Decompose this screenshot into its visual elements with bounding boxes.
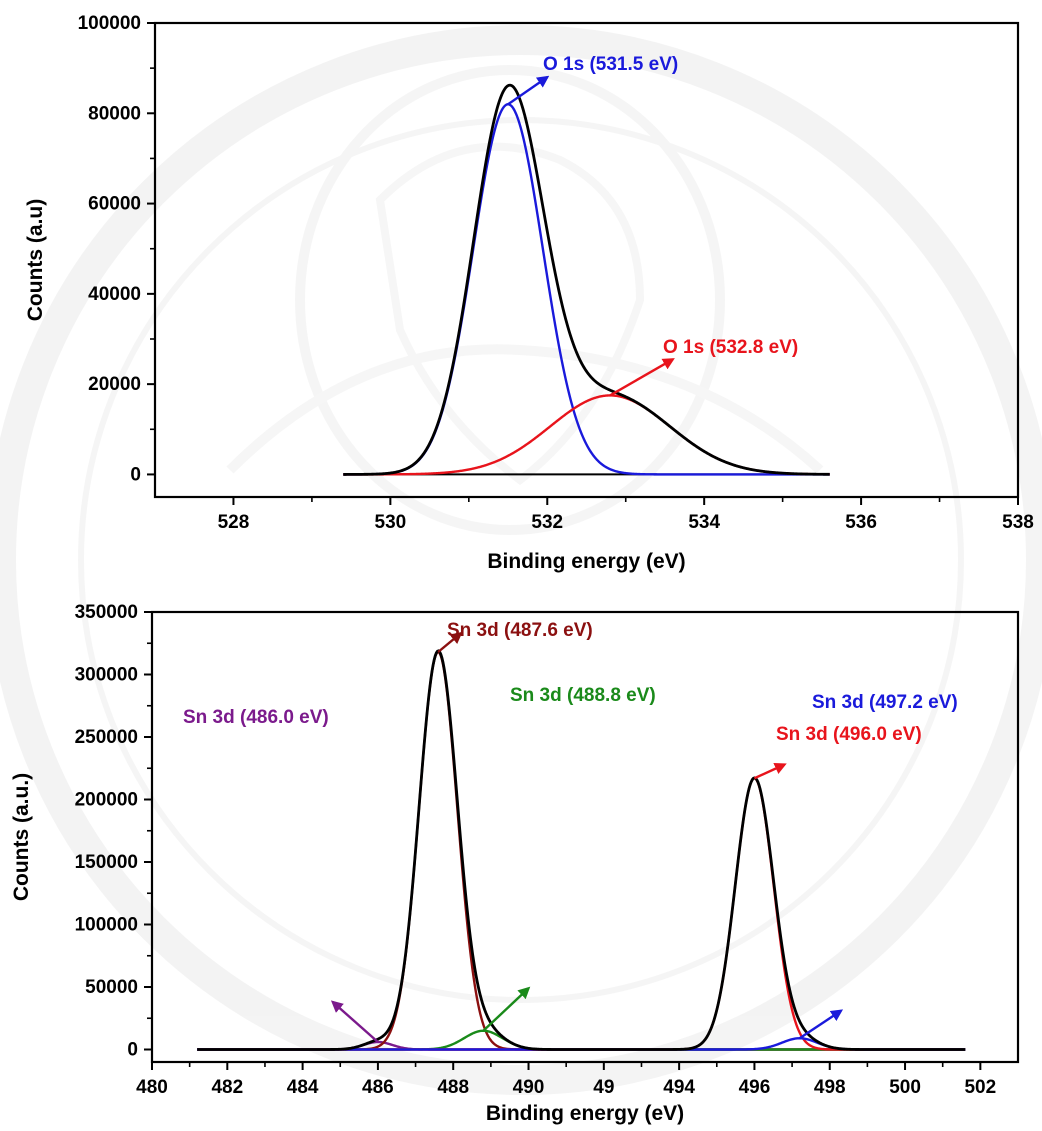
annotation-arrow xyxy=(437,631,463,653)
x-tick-label: 500 xyxy=(889,1077,921,1098)
x-tick-label: 530 xyxy=(375,512,407,533)
y-tick-label: 250000 xyxy=(75,727,138,748)
annotation-arrow xyxy=(753,763,787,780)
y-axis-title: Counts (a.u.) xyxy=(10,773,33,901)
x-tick-label: 49 xyxy=(593,1077,614,1098)
annotation-arrow xyxy=(482,986,531,1032)
peak-annotation: O 1s (532.8 eV) xyxy=(663,337,798,358)
peak-annotation: O 1s (531.5 eV) xyxy=(543,54,678,75)
y-tick-label: 0 xyxy=(127,1040,138,1061)
x-tick-label: 538 xyxy=(1002,512,1034,533)
x-tick-label: 528 xyxy=(218,512,250,533)
x-axis-title: Binding energy (eV) xyxy=(486,1102,684,1125)
envelope-curve xyxy=(197,649,966,1051)
peak-annotation: Sn 3d (496.0 eV) xyxy=(776,724,922,745)
x-tick-label: 482 xyxy=(211,1077,243,1098)
x-tick-label: 490 xyxy=(513,1077,545,1098)
annotation-arrow xyxy=(507,75,550,106)
o1s-panel: 0 20000 40000 60000 80000 100000 528 530 532 534 5… xyxy=(24,13,1034,573)
envelope-curve xyxy=(343,83,830,476)
x-axis-title: Binding energy (eV) xyxy=(487,550,685,573)
x-tick-label: 502 xyxy=(964,1077,996,1098)
y-tick-label: 20000 xyxy=(88,374,141,395)
y-tick-label: 0 xyxy=(130,464,141,485)
annotation-arrow xyxy=(609,358,675,397)
fit-component-curve xyxy=(197,776,966,1051)
sn3d-panel: 0 50000 100000 150000 200000 250000 300000 3500… xyxy=(10,602,1020,1125)
watermark-seal xyxy=(0,25,1042,1095)
peak-annotation: Sn 3d (497.2 eV) xyxy=(812,692,958,713)
x-tick-label: 486 xyxy=(362,1077,394,1098)
curves xyxy=(343,83,830,476)
y-tick-label: 150000 xyxy=(75,852,138,873)
x-tick-label: 534 xyxy=(688,512,720,533)
x-tick-label: 480 xyxy=(136,1077,168,1098)
x-tick-label: 536 xyxy=(845,512,877,533)
annotation-arrow xyxy=(798,1009,844,1040)
x-tick-label: 496 xyxy=(739,1077,771,1098)
annotation-arrow xyxy=(330,1000,379,1043)
x-tick-label: 498 xyxy=(814,1077,846,1098)
y-axis-title: Counts (a.u) xyxy=(24,199,47,321)
curves xyxy=(197,649,966,1051)
y-tick-label: 60000 xyxy=(88,194,141,215)
x-tick-label: 488 xyxy=(437,1077,469,1098)
y-tick-label: 300000 xyxy=(75,665,138,686)
y-tick-label: 80000 xyxy=(88,103,141,124)
plot-frame xyxy=(150,610,1020,1064)
peak-annotation: Sn 3d (486.0 eV) xyxy=(183,707,329,728)
peak-annotation: Sn 3d (487.6 eV) xyxy=(447,620,593,641)
x-tick-label: 532 xyxy=(531,512,563,533)
x-tick-label: 484 xyxy=(287,1077,319,1098)
y-tick-label: 50000 xyxy=(85,977,138,998)
y-tick-label: 350000 xyxy=(75,602,138,623)
y-tick-label: 100000 xyxy=(75,915,138,936)
x-tick-label: 494 xyxy=(663,1077,695,1098)
y-tick-label: 100000 xyxy=(78,13,141,34)
y-tick-label: 40000 xyxy=(88,284,141,305)
plot-frame xyxy=(153,21,1020,499)
peak-annotation: Sn 3d (488.8 eV) xyxy=(510,685,656,706)
y-tick-label: 200000 xyxy=(75,790,138,811)
